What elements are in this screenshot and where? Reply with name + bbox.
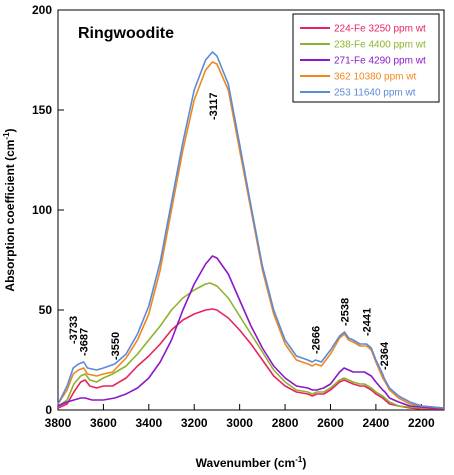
y-tick-label: 100 [32, 203, 52, 217]
x-tick-label: 3800 [45, 416, 72, 430]
x-tick-label: 2800 [272, 416, 299, 430]
peak-annotation: -2441 [362, 308, 374, 336]
x-tick-label: 3200 [181, 416, 208, 430]
x-tick-label: 2600 [317, 416, 344, 430]
peak-annotation: -2666 [310, 326, 322, 354]
series-line [57, 282, 444, 409]
chart-title: Ringwoodite [78, 25, 174, 42]
series-line [57, 51, 445, 409]
legend-label: 224-Fe 3250 ppm wt [334, 24, 426, 35]
peak-annotation: -2364 [379, 341, 391, 370]
y-axis-title: Absorption coefficient (cm-1) [2, 128, 17, 291]
legend: 224-Fe 3250 ppm wt 238-Fe 4400 ppm wt 271-… [292, 13, 440, 103]
peak-annotation: -3550 [110, 332, 122, 360]
legend-box [292, 13, 440, 103]
x-tick-label: 3600 [90, 416, 117, 430]
x-tick-label: 3000 [226, 416, 253, 430]
peak-annotation: -2538 [340, 298, 352, 326]
y-tick-label: 0 [45, 403, 52, 417]
series-line [57, 308, 444, 410]
peak-annotation: -3117 [208, 92, 220, 120]
y-tick-label: 50 [39, 303, 53, 317]
series-line [57, 61, 445, 409]
y-tick-label: 200 [32, 3, 52, 17]
peak-annotation: -3733 [68, 316, 80, 344]
x-tick-label: 3400 [135, 416, 162, 430]
legend-label: 362 10380 ppm wt [334, 72, 417, 83]
legend-label: 238-Fe 4400 ppm wt [334, 40, 426, 51]
x-tick-label: 2400 [363, 416, 390, 430]
series-line [57, 255, 444, 409]
x-tick-label: 2200 [408, 416, 435, 430]
y-tick-label: 150 [32, 103, 52, 117]
x-axis-title: Wavenumber (cm-1) [196, 455, 307, 470]
peak-annotation: -3687 [79, 328, 91, 356]
legend-label: 271-Fe 4290 ppm wt [334, 56, 426, 67]
legend-label: 253 11640 ppm wt [334, 88, 416, 99]
